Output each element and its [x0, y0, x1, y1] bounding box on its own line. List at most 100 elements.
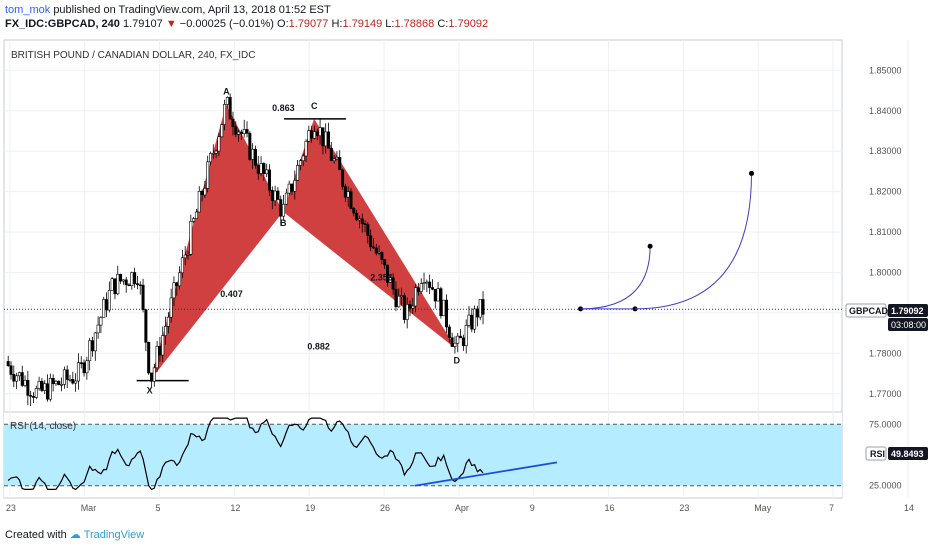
candle-body	[321, 127, 325, 147]
rsi-trendline	[414, 461, 558, 487]
candle-body	[467, 314, 471, 326]
candle-body	[183, 254, 187, 259]
candle-body	[357, 218, 361, 221]
time-tick-label: 16	[605, 503, 615, 513]
candle-body	[147, 342, 151, 374]
candle-body	[430, 287, 434, 290]
candle-body	[124, 279, 128, 286]
candle-body	[464, 325, 468, 347]
candle-body	[296, 165, 300, 181]
candle-body	[76, 362, 80, 382]
candle-body	[259, 163, 263, 174]
candle-body	[425, 281, 429, 284]
candle-body	[253, 148, 257, 166]
candle-body	[206, 161, 210, 189]
pattern-point-a: A	[223, 87, 230, 97]
candle-body	[475, 308, 479, 318]
candle-body	[116, 273, 120, 295]
candle-body	[335, 156, 339, 160]
candle-body	[175, 282, 179, 287]
candle-body	[135, 283, 139, 286]
harmonic-pattern[interactable]	[4, 104, 842, 382]
candle-body	[414, 287, 418, 307]
candle-body	[343, 186, 347, 198]
candle-body	[223, 104, 227, 125]
candles	[6, 93, 485, 407]
candle-body	[211, 152, 215, 155]
rsi-indicator	[4, 417, 842, 491]
price-tick-label: 1.85000	[869, 65, 902, 75]
fib-ratio-label: 0.407	[220, 289, 243, 299]
countdown-value: 03:08:00	[891, 320, 926, 330]
candle-body	[408, 304, 412, 309]
candle-body	[68, 379, 72, 381]
candle-body	[17, 372, 21, 377]
candle-body	[172, 282, 176, 299]
candle-body	[192, 218, 196, 222]
candle-body	[470, 314, 474, 330]
candle-body	[459, 335, 463, 339]
candle-body	[349, 191, 353, 209]
candle-body	[456, 335, 460, 344]
open-value: 1.79077	[288, 18, 329, 30]
candle-body	[164, 326, 168, 336]
pattern-point-b: B	[280, 218, 287, 228]
pattern-point-d: D	[454, 355, 461, 365]
candle-body	[267, 169, 271, 191]
candle-body	[369, 235, 373, 248]
tradingview-link[interactable]: TradingView	[83, 529, 145, 541]
candle-body	[402, 295, 406, 320]
rsi-tick-label: 75.0000	[869, 419, 902, 429]
chart-title: BRITISH POUND / CANADIAN DOLLAR, 240, FX…	[11, 50, 256, 61]
time-tick-label: 7	[829, 503, 834, 513]
close-value: 1.79092	[448, 18, 489, 30]
candle-body	[169, 297, 173, 318]
candle-body	[276, 190, 280, 200]
chart-canvas[interactable]: 1.85000 1.84000 1.83000 1.82000 1.81000 1.800…	[0, 0, 932, 520]
candle-body	[242, 129, 246, 135]
candle-body	[96, 324, 100, 334]
rsi-badge-label: RSI	[870, 449, 885, 459]
candle-body	[428, 281, 432, 288]
candle-body	[377, 252, 381, 254]
candle-body	[394, 288, 398, 308]
candle-body	[312, 131, 316, 139]
price-tick-label: 1.82000	[869, 187, 902, 197]
candle-body	[208, 153, 212, 163]
candle-body	[298, 160, 302, 166]
candle-body	[380, 252, 384, 260]
candle-body	[310, 130, 314, 139]
candle-body	[301, 155, 305, 162]
candle-body	[346, 191, 350, 198]
candle-body	[186, 254, 190, 256]
time-tick-label: Apr	[455, 503, 469, 513]
candle-body	[102, 299, 106, 318]
candle-body	[352, 208, 356, 214]
projection-arrows[interactable]	[578, 170, 754, 312]
candle-body	[338, 156, 342, 171]
rsi-tick-label: 25.0000	[869, 481, 902, 491]
candle-body	[256, 165, 260, 174]
candle-body	[31, 396, 35, 398]
candle-body	[327, 131, 331, 149]
close-label: C:	[437, 18, 449, 30]
candle-body	[62, 369, 66, 385]
low-label: L:	[385, 18, 395, 30]
candle-body	[54, 380, 58, 385]
author-link[interactable]: tom_mok	[5, 4, 51, 16]
rsi-badge-value: 49.8493	[891, 449, 924, 459]
candle-body	[231, 118, 235, 128]
candle-body	[374, 247, 378, 254]
time-tick-label: May	[754, 503, 772, 513]
bcd-triangle	[283, 118, 457, 350]
candle-body	[214, 150, 218, 154]
candle-body	[166, 316, 170, 327]
pattern-point-x: X	[147, 386, 153, 396]
candle-body	[329, 148, 333, 161]
ohlc-header: FX_IDC:GBPCAD, 240 1.79107 ▼ −0.00025 (−…	[5, 17, 488, 31]
candle-body	[366, 224, 370, 237]
candle-body	[360, 218, 364, 225]
candle-body	[9, 365, 13, 375]
candle-body	[225, 97, 229, 105]
candle-body	[265, 169, 269, 175]
